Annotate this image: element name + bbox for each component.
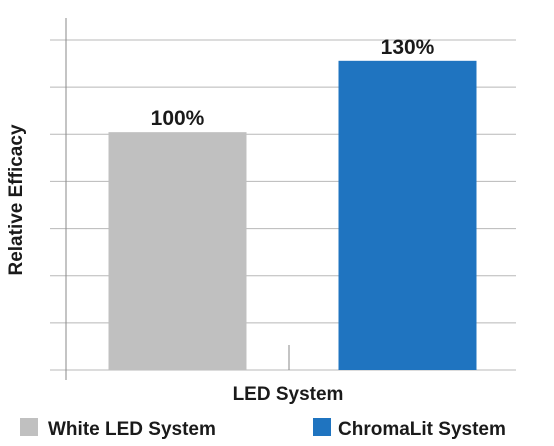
legend-item-chromalit: ChromaLit System xyxy=(313,418,506,440)
y-axis-label: Relative Efficacy xyxy=(6,124,27,275)
legend-item-white-led: White LED System xyxy=(20,418,216,440)
bar-1 xyxy=(338,60,477,370)
legend: White LED System ChromaLit System xyxy=(20,418,506,440)
legend-label-white-led: White LED System xyxy=(48,419,216,440)
legend-swatch-chromalit xyxy=(313,418,331,436)
legend-swatch-white-led xyxy=(20,418,38,436)
bar-0 xyxy=(108,132,247,370)
bars xyxy=(108,60,477,370)
axes xyxy=(65,18,290,380)
bar-value-label-1: 130% xyxy=(381,36,435,59)
legend-label-chromalit: ChromaLit System xyxy=(338,419,506,440)
value-labels: 100% 130% xyxy=(151,36,435,130)
x-axis-label: LED System xyxy=(233,384,344,405)
bar-value-label-0: 100% xyxy=(151,107,205,130)
